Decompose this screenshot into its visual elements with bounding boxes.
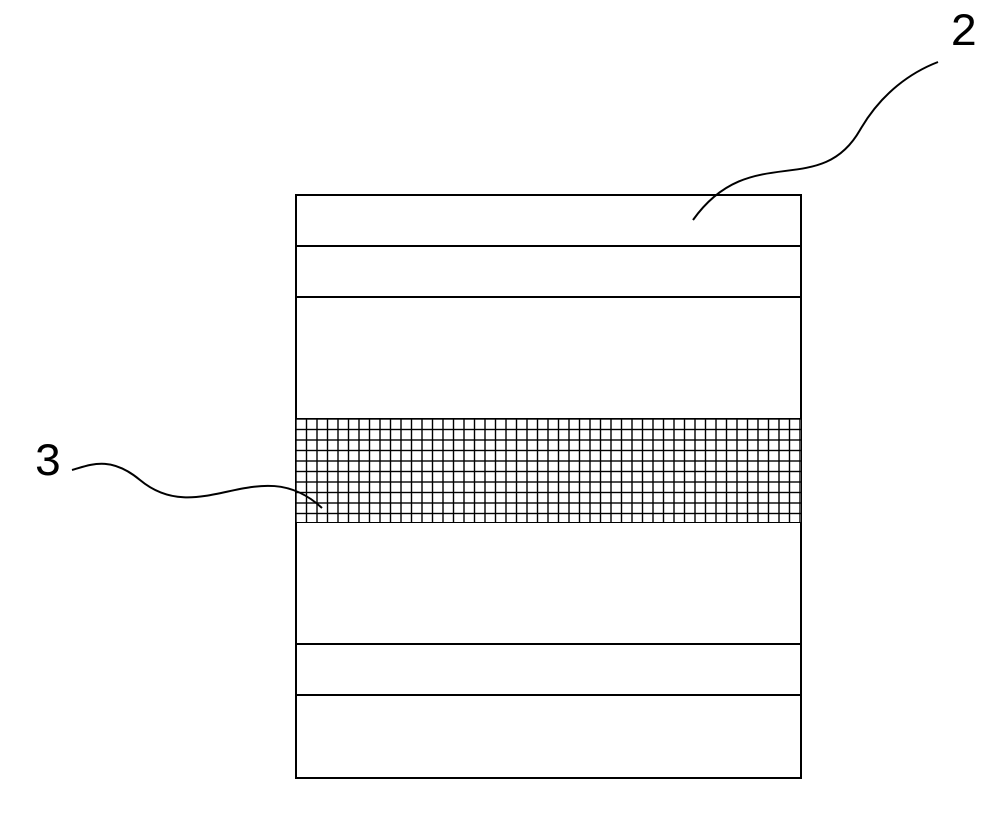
callout-leader-2 bbox=[693, 62, 938, 220]
callout-label-2: 2 bbox=[950, 7, 978, 59]
callout-leader-3 bbox=[72, 464, 322, 508]
callout-label-3: 3 bbox=[34, 437, 62, 489]
hatched-band bbox=[296, 419, 801, 522]
diagram-canvas: 23 bbox=[0, 0, 1000, 816]
